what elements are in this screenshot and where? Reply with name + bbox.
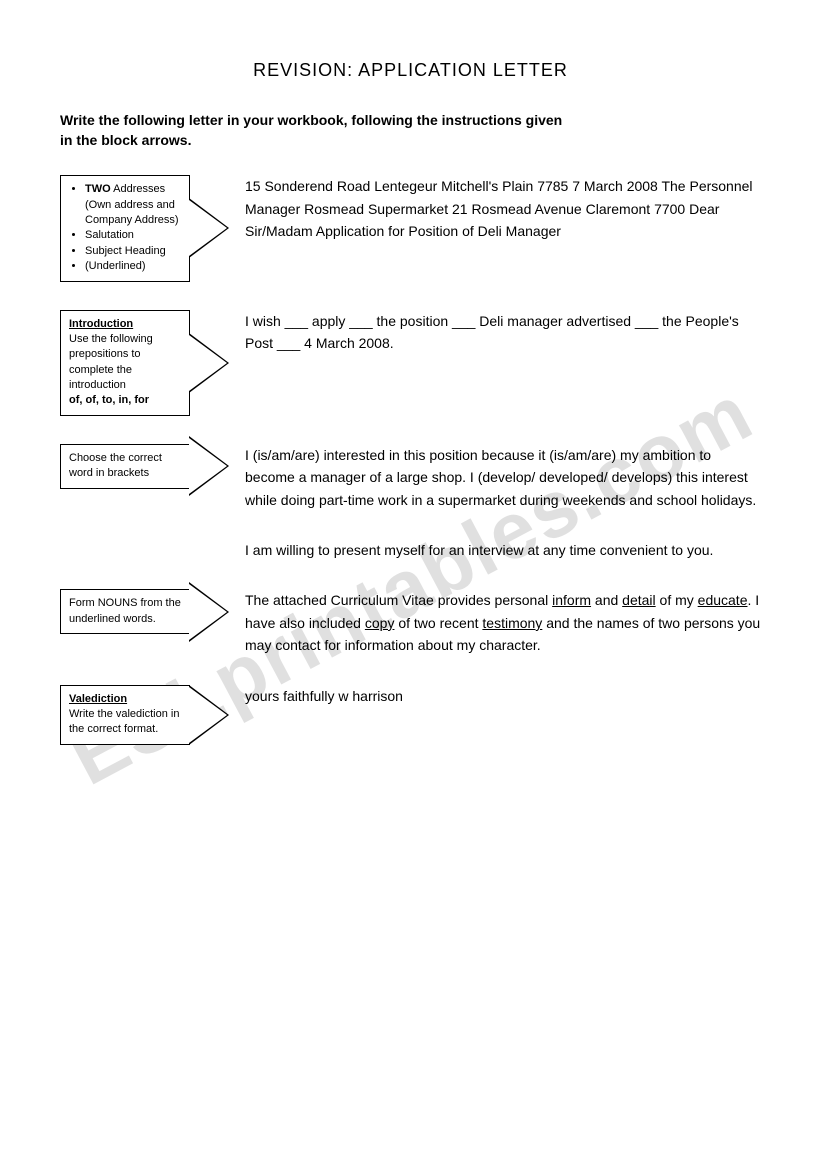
box-list-item: TWO Addresses (Own address and Company A…: [85, 182, 181, 228]
box-bold-tail: of, of, to, in, for: [69, 393, 181, 408]
page-title: REVISION: APPLICATION LETTER: [60, 60, 761, 81]
instruction-arrow-box: Form NOUNS from the underlined words.: [60, 589, 190, 634]
row-content: 15 Sonderend Road Lentegeur Mitchell's P…: [245, 175, 761, 242]
instruction-arrow-box: TWO Addresses (Own address and Company A…: [60, 175, 190, 281]
box-list-item: (Underlined): [85, 259, 181, 274]
box-heading: Valediction: [69, 692, 181, 707]
row-content: I wish ___ apply ___ the position ___ De…: [245, 310, 761, 355]
standalone-paragraph: I am willing to present myself for an in…: [245, 539, 761, 561]
row-content: yours faithfully w harrison: [245, 685, 761, 707]
box-body: Write the valediction in the correct for…: [69, 707, 181, 738]
worksheet-row: Form NOUNS from the underlined words. The…: [60, 589, 761, 656]
box-list-item: Subject Heading: [85, 244, 181, 259]
box-body: Form NOUNS from the underlined words.: [69, 596, 181, 627]
box-body: Use the following prepositions to comple…: [69, 332, 181, 394]
instruction-arrow-box: ValedictionWrite the valediction in the …: [60, 685, 190, 745]
box-heading: Introduction: [69, 317, 181, 332]
box-body: Choose the correct word in brackets: [69, 451, 181, 482]
instructions: Write the following letter in your workb…: [60, 111, 761, 150]
row-content: I (is/am/are) interested in this positio…: [245, 444, 761, 511]
worksheet-row: ValedictionWrite the valediction in the …: [60, 685, 761, 745]
instruction-arrow-box: IntroductionUse the following prepositio…: [60, 310, 190, 416]
box-list-item: Salutation: [85, 228, 181, 243]
worksheet-row: TWO Addresses (Own address and Company A…: [60, 175, 761, 281]
instruction-arrow-box: Choose the correct word in brackets: [60, 444, 190, 489]
row-content: The attached Curriculum Vitae provides p…: [245, 589, 761, 656]
worksheet-row: IntroductionUse the following prepositio…: [60, 310, 761, 416]
worksheet-row: Choose the correct word in brackets I (is…: [60, 444, 761, 511]
